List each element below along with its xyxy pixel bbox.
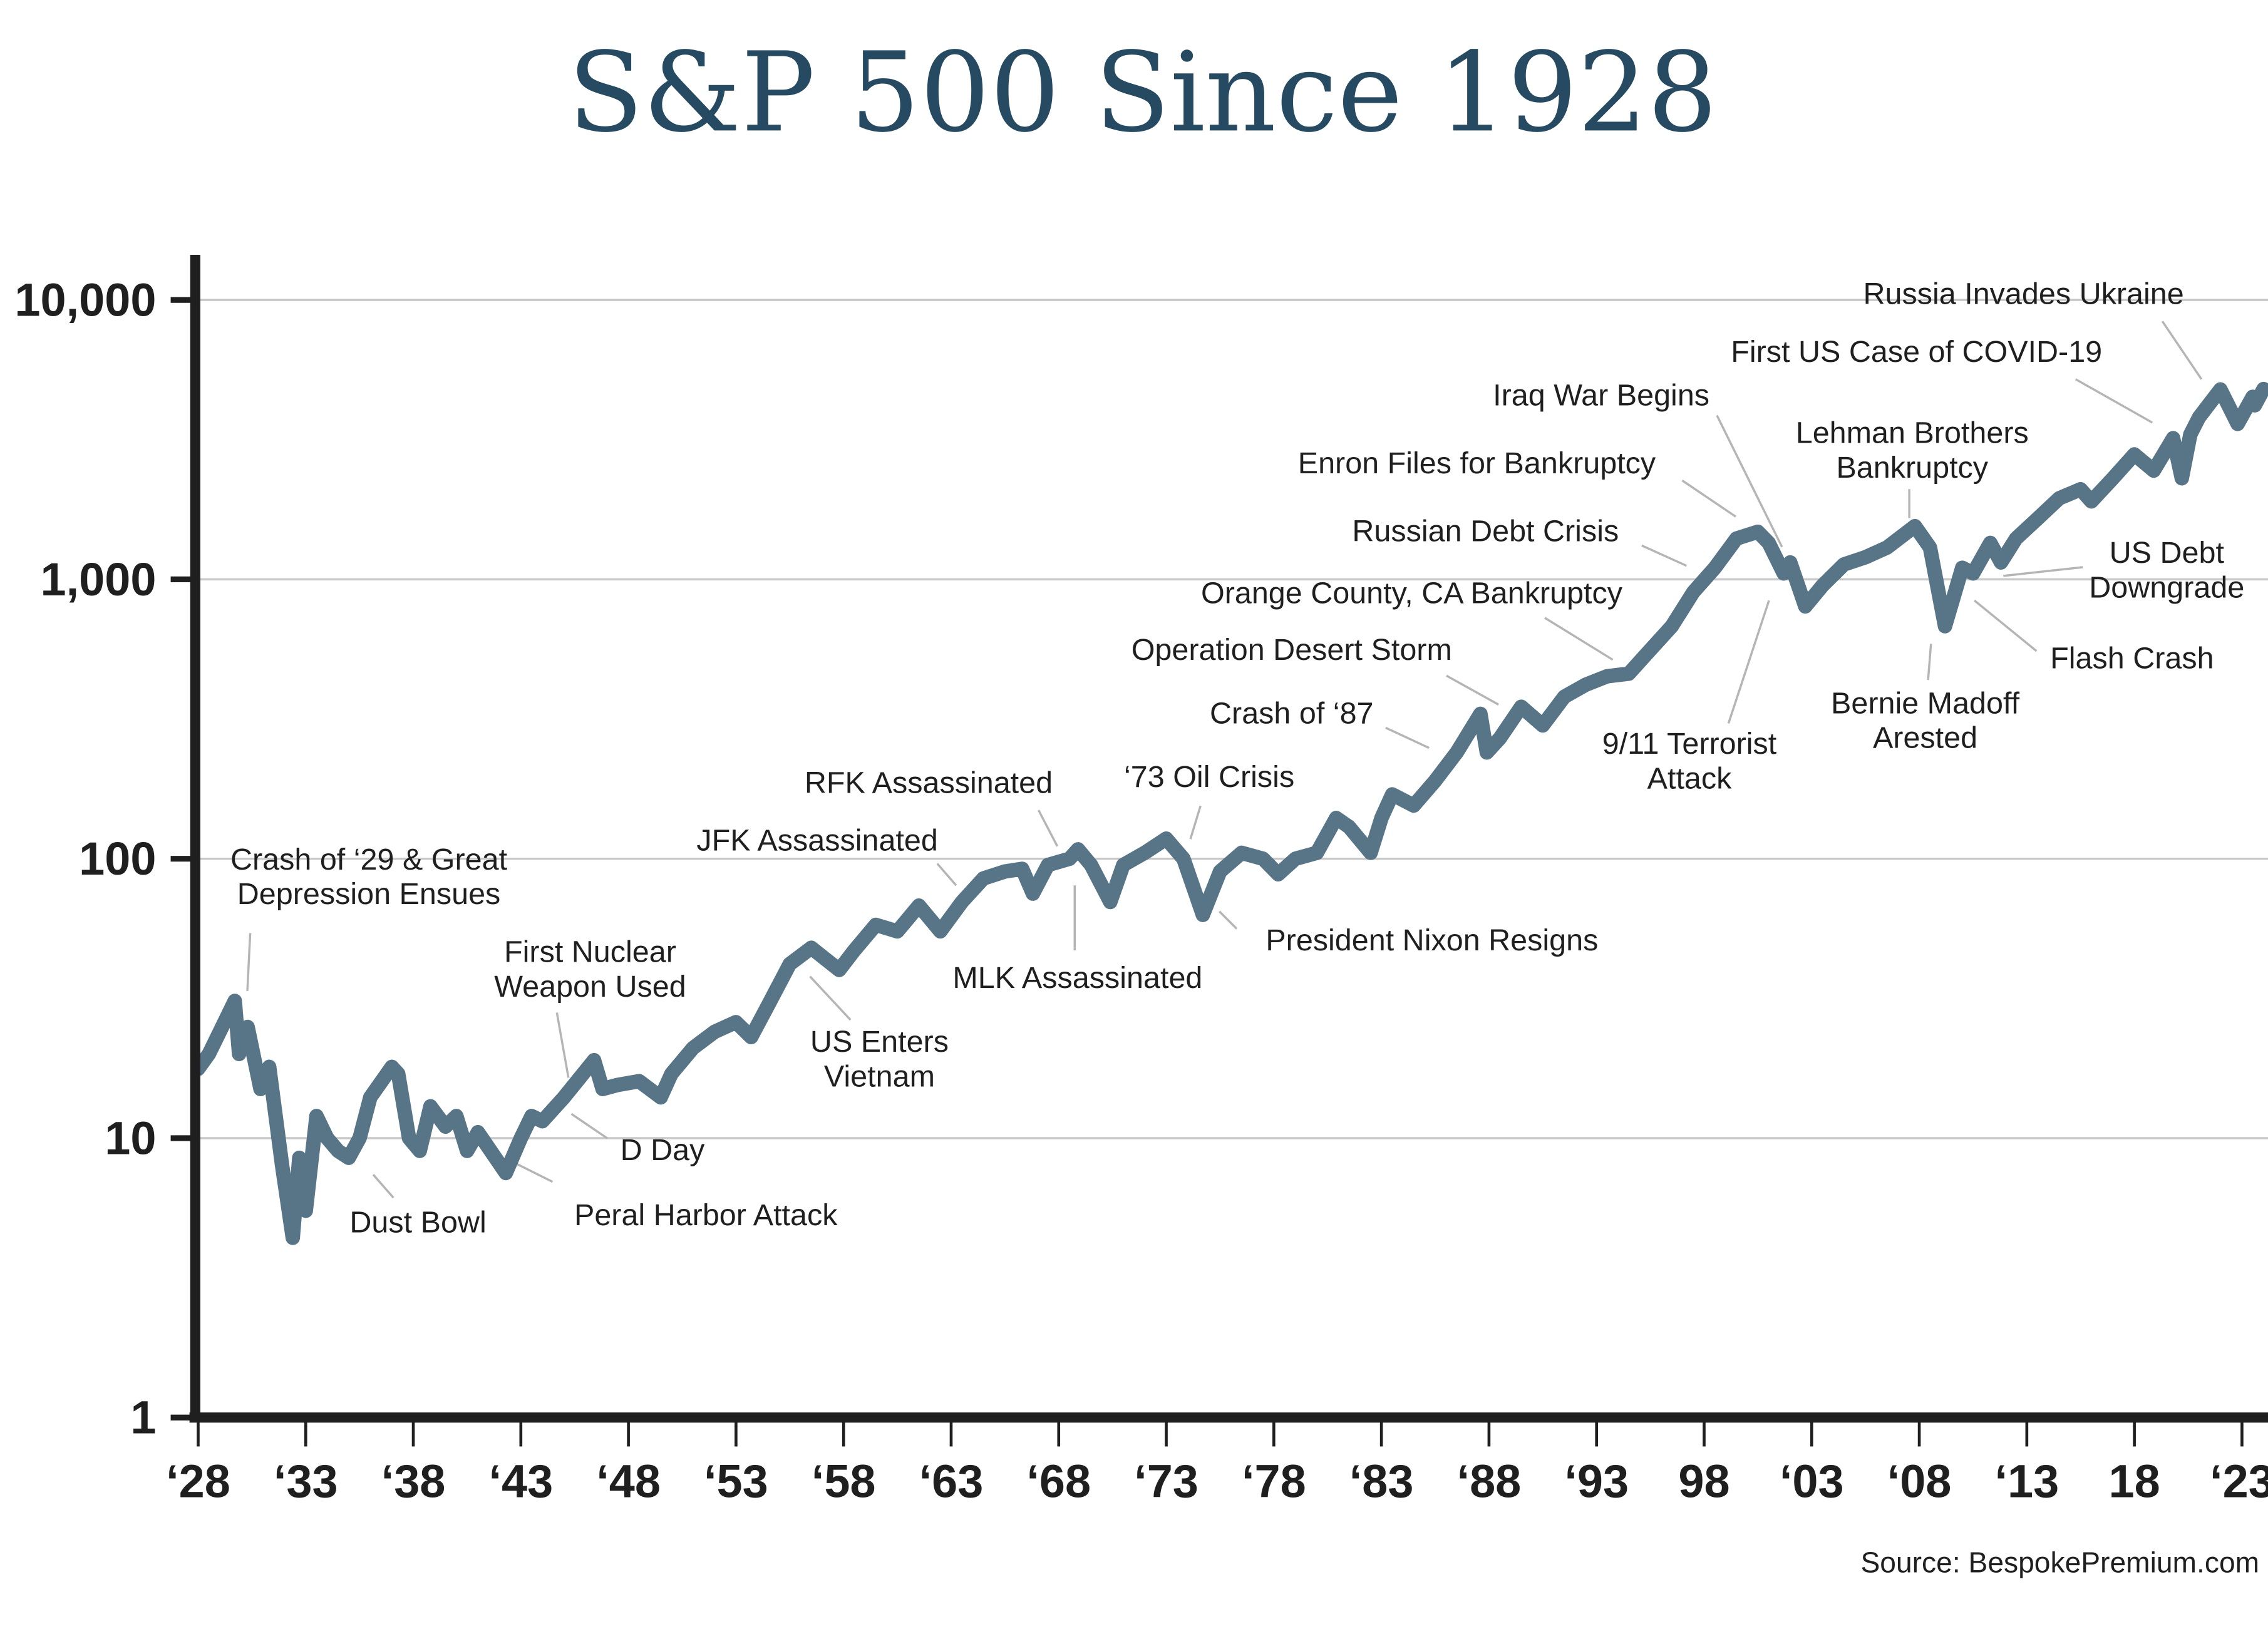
annotation-label: Dust Bowl: [349, 1206, 486, 1240]
annotation-label: Lehman Brothers: [1796, 416, 2029, 450]
x-tick-label: 98: [1678, 1455, 1729, 1507]
annotation-label: First Nuclear: [504, 935, 676, 969]
y-tick-label: 10,000: [14, 274, 156, 326]
x-tick-label: ‘33: [274, 1455, 338, 1507]
y-tick-label: 10: [105, 1112, 156, 1164]
annotation-leader: [1189, 805, 1202, 840]
annotation-label: President Nixon Resigns: [1265, 923, 1598, 957]
x-tick-label: ‘08: [1887, 1455, 1952, 1507]
annotation-label: Peral Harbor Attack: [574, 1198, 838, 1232]
annotation-label: Bankruptcy: [1836, 451, 1988, 485]
annotation-leader: [2003, 566, 2083, 577]
annotation-leader: [2161, 321, 2203, 380]
annotation-label: US Enters: [810, 1025, 949, 1059]
annotation-leader: [1727, 600, 1770, 724]
x-tick-label: ‘28: [166, 1455, 230, 1507]
annotation-leader: [372, 1174, 394, 1199]
annotation-label: Russian Debt Crisis: [1352, 514, 1619, 548]
x-tick-label: ‘63: [919, 1455, 984, 1507]
y-tick-label: 100: [79, 833, 156, 885]
annotation-label: Bernie Madoff: [1831, 686, 2020, 720]
annotation-leader: [1641, 544, 1688, 567]
x-tick-label: ‘13: [1994, 1455, 2059, 1507]
annotation-leader: [1544, 617, 1614, 661]
annotation-leader: [2075, 378, 2153, 424]
annotation-label: Russia Invades Ukraine: [1863, 277, 2184, 311]
annotation-label: US Debt: [2110, 536, 2225, 570]
annotation-label: Flash Crash: [2050, 642, 2214, 676]
annotation-label: Operation Desert Storm: [1131, 633, 1452, 667]
annotation-label: 9/11 Terrorist: [1602, 727, 1777, 761]
x-tick-label: ‘83: [1349, 1455, 1414, 1507]
annotation-label: Depression Ensues: [237, 877, 501, 911]
sp500-line: [190, 381, 2268, 1245]
annotation-leader: [1716, 414, 1783, 548]
annotation-leader: [1385, 726, 1430, 749]
annotation-leader: [809, 975, 852, 1021]
annotation-label: Orange County, CA Bankruptcy: [1201, 577, 1623, 610]
annotation-label: ‘73 Oil Crisis: [1124, 760, 1294, 794]
annotation-leader: [555, 1012, 570, 1078]
x-tick-label: ‘93: [1564, 1455, 1629, 1507]
annotation-label: RFK Assassinated: [805, 766, 1053, 799]
x-tick-label: ‘48: [596, 1455, 661, 1507]
annotation-label: Downgrade: [2089, 571, 2244, 605]
annotation-label: Attack: [1647, 761, 1733, 795]
x-tick-label: ‘38: [381, 1455, 446, 1507]
x-tick-label: 18: [2109, 1455, 2160, 1507]
x-tick-label: ‘78: [1242, 1455, 1306, 1507]
annotation-leader: [246, 933, 252, 991]
annotation-label: MLK Assassinated: [952, 961, 1202, 995]
x-tick-label: ‘03: [1780, 1455, 1844, 1507]
x-tick-label: ‘73: [1134, 1455, 1198, 1507]
annotation-label: Arested: [1873, 721, 1977, 755]
annotation-label: Crash of ‘87: [1210, 696, 1374, 730]
x-tick-label: ‘23: [2210, 1455, 2268, 1507]
x-tick-label: ‘58: [812, 1455, 876, 1507]
annotation-leader: [1219, 910, 1238, 930]
x-tick-label: ‘43: [488, 1455, 553, 1507]
annotation-leader: [1038, 809, 1059, 847]
annotation-leader: [1681, 479, 1736, 518]
annotation-leader: [570, 1113, 609, 1139]
annotation-leader: [1927, 644, 1932, 681]
chart-title: S&P 500 Since 1928: [568, 29, 1718, 157]
annotation-label: Weapon Used: [494, 970, 686, 1004]
annotation-leader: [936, 863, 957, 886]
annotation-leader: [1446, 674, 1499, 706]
annotation-label: JFK Assassinated: [696, 824, 938, 858]
annotation-label: Vietnam: [824, 1059, 935, 1093]
x-tick-label: ‘53: [704, 1455, 768, 1507]
annotation-label: D Day: [621, 1133, 705, 1167]
annotation-leader: [1973, 599, 2038, 652]
annotation-label: Crash of ‘29 & Great: [230, 843, 508, 876]
x-tick-label: ‘88: [1457, 1455, 1522, 1507]
annotation-label: Iraq War Begins: [1493, 378, 1709, 412]
annotation-label: Enron Files for Bankruptcy: [1298, 446, 1656, 480]
y-tick-label: 1,000: [41, 553, 157, 605]
source-note: Source: BespokePremium.com: [1861, 1546, 2260, 1578]
y-tick-label: 1: [130, 1392, 156, 1444]
annotation-label: First US Case of COVID-19: [1731, 335, 2102, 369]
x-tick-label: ‘68: [1026, 1455, 1091, 1507]
